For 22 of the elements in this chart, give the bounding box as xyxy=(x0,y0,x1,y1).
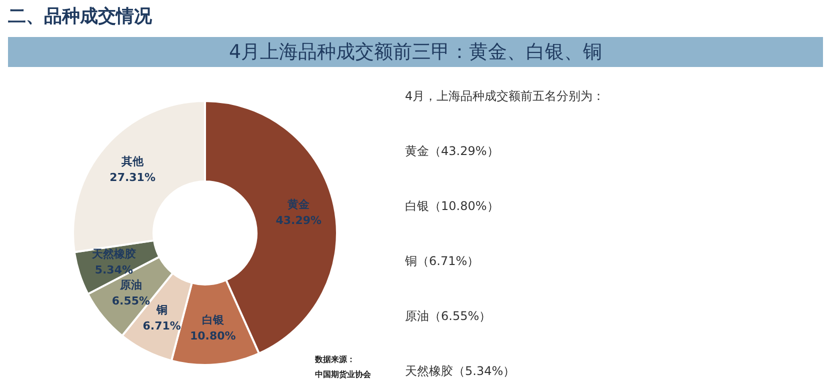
text: 白银（10.80%） xyxy=(405,198,500,215)
data-label: 6.71% xyxy=(142,319,181,332)
text: 原油（6.55%） xyxy=(405,308,492,325)
text: 天然橡胶（5.34%） xyxy=(405,363,516,380)
slice-label: 其他 xyxy=(120,155,145,168)
source-note: 数据来源： xyxy=(315,354,356,366)
data-label: 6.55% xyxy=(112,294,150,308)
data-label: 27.31% xyxy=(110,171,156,184)
slice-label: 天然橡胶 xyxy=(90,247,136,260)
data-label: 10.80% xyxy=(190,329,236,342)
text: 中国期货业协会 xyxy=(315,369,371,381)
text: 4月上海品种成交额前三甲：黄金、白银、铜 xyxy=(8,37,823,67)
slice-label: 黄金 xyxy=(286,198,311,211)
slice-label: 白银 xyxy=(202,313,225,326)
slice-label: 铜 xyxy=(155,303,168,316)
data-label: 5.34% xyxy=(94,263,133,276)
chart-title: 二、品种成交情况 xyxy=(8,5,152,28)
text: 4月，上海品种成交额前五名分别为： xyxy=(405,88,605,105)
data-label: 43.29% xyxy=(276,214,322,227)
text: 黄金（43.29%） xyxy=(405,143,500,160)
slice-label: 原油 xyxy=(118,278,142,292)
text: 铜（6.71%） xyxy=(405,253,480,270)
